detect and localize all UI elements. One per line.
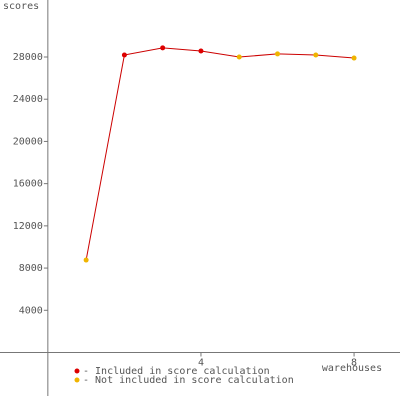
score-point [121,52,127,58]
score-point [236,54,242,60]
y-tick-label: 12000 [13,221,43,232]
score-line [85,47,355,261]
y-tick-label: 8000 [19,263,43,274]
x-axis-label: warehouses [322,363,382,374]
x-tick-label: 8 [351,358,357,369]
legend-marker [74,377,80,383]
legend-marker [74,368,80,374]
y-tick-label: 20000 [13,136,43,147]
score-point [313,52,319,58]
score-point [351,55,357,61]
y-tick-label: 24000 [13,94,43,105]
y-axis-label: scores [3,1,39,12]
y-tick-label: 28000 [13,52,43,63]
y-tick-label: 16000 [13,179,43,190]
y-tick-label: 4000 [19,305,43,316]
score-point [83,257,89,263]
x-tick-label: 4 [198,358,204,369]
legend-label: - Not included in score calculation [83,375,294,386]
score-point [275,51,281,57]
score-point [160,45,166,51]
score-point [198,48,204,54]
legend-label: - Included in score calculation [83,366,270,377]
